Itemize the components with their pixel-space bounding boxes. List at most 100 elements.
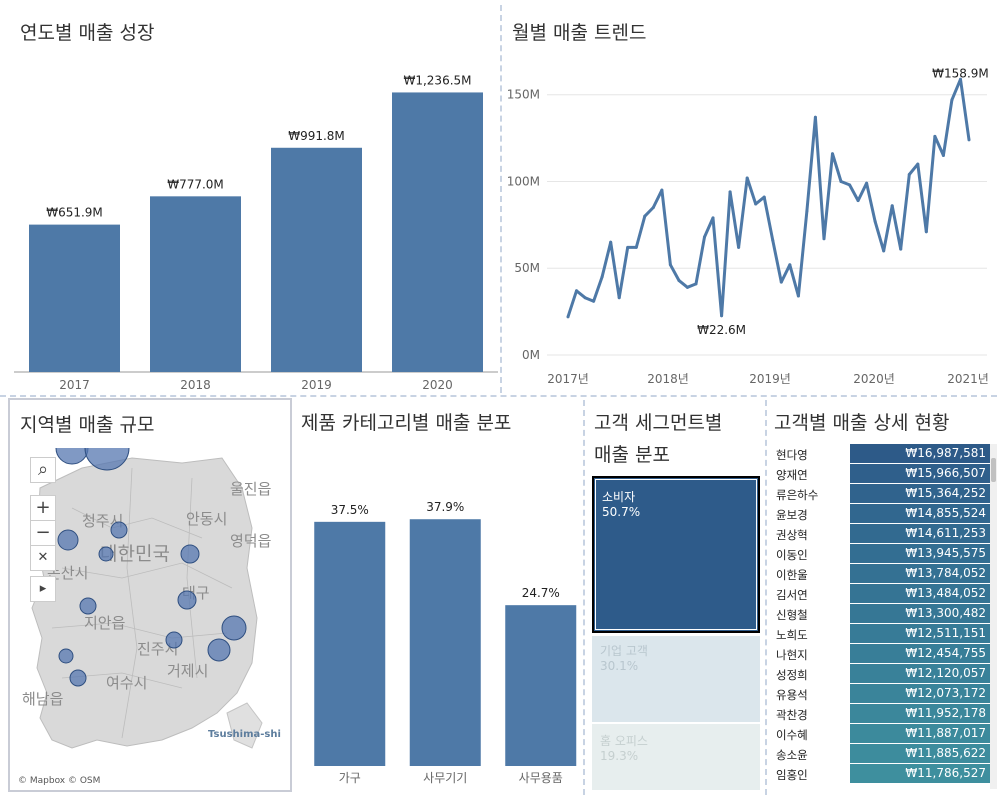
monthly-point[interactable]: [762, 195, 766, 199]
table-row[interactable]: 노희도 ₩12,511,151: [770, 624, 990, 644]
customer-table-scrollbar[interactable]: [990, 444, 997, 789]
zoom-out-button[interactable]: −: [30, 520, 56, 546]
monthly-point[interactable]: [728, 190, 732, 194]
category-bar[interactable]: [314, 521, 386, 766]
yearly-bar[interactable]: [271, 147, 362, 372]
monthly-point[interactable]: [617, 296, 621, 300]
monthly-point[interactable]: [856, 199, 860, 203]
table-row[interactable]: 양재연 ₩15,966,507: [770, 464, 990, 484]
monthly-point[interactable]: [677, 278, 681, 282]
table-row[interactable]: 권상혁 ₩14,611,253: [770, 524, 990, 544]
monthly-point[interactable]: [771, 238, 775, 242]
region-sales-bubble[interactable]: [221, 615, 247, 641]
monthly-point[interactable]: [737, 245, 741, 249]
region-sales-bubble[interactable]: [110, 521, 128, 539]
region-sales-bubble[interactable]: [177, 590, 197, 610]
table-row[interactable]: 이동인 ₩13,945,575: [770, 544, 990, 564]
monthly-point[interactable]: [720, 314, 724, 318]
monthly-point[interactable]: [907, 173, 911, 177]
segment-cell-consumer[interactable]: 소비자 50.7%: [592, 476, 760, 633]
table-row[interactable]: 신형철 ₩13,300,482: [770, 604, 990, 624]
region-sales-bubble[interactable]: [55, 448, 89, 465]
monthly-point[interactable]: [899, 247, 903, 251]
monthly-point[interactable]: [805, 209, 809, 213]
monthly-point[interactable]: [958, 77, 962, 81]
monthly-point[interactable]: [660, 188, 664, 192]
region-sales-bubble[interactable]: [69, 669, 87, 687]
monthly-point[interactable]: [592, 299, 596, 303]
segment-cell-home-office[interactable]: 홈 오피스 19.3%: [592, 724, 760, 790]
monthly-point[interactable]: [873, 219, 877, 223]
map-place-label: 영덕읍: [230, 532, 271, 550]
monthly-point[interactable]: [651, 206, 655, 209]
monthly-point[interactable]: [933, 134, 937, 138]
category-bar[interactable]: [409, 519, 481, 766]
monthly-point[interactable]: [745, 176, 749, 180]
table-row[interactable]: 이수혜 ₩11,887,017: [770, 724, 990, 744]
table-row[interactable]: 성정희 ₩12,120,057: [770, 664, 990, 684]
map-sales-bubbles[interactable]: [55, 448, 247, 687]
monthly-point[interactable]: [788, 263, 792, 267]
table-row[interactable]: 송소윤 ₩11,885,622: [770, 744, 990, 764]
map-search-button[interactable]: ⌕: [30, 457, 56, 483]
map-attribution[interactable]: © Mapbox © OSM: [18, 776, 101, 786]
monthly-point[interactable]: [703, 235, 707, 239]
monthly-point[interactable]: [865, 181, 869, 185]
yearly-bar[interactable]: [29, 224, 120, 372]
monthly-point[interactable]: [796, 294, 800, 298]
monthly-point[interactable]: [822, 237, 826, 241]
monthly-point[interactable]: [916, 162, 920, 166]
table-row[interactable]: 임홍인 ₩11,786,527: [770, 764, 990, 784]
monthly-point[interactable]: [694, 282, 698, 286]
yearly-bar[interactable]: [150, 196, 241, 372]
monthly-point[interactable]: [754, 202, 758, 206]
table-row[interactable]: 현다영 ₩16,987,581: [770, 444, 990, 464]
table-row[interactable]: 나현지 ₩12,454,755: [770, 644, 990, 664]
region-sales-bubble[interactable]: [207, 638, 231, 662]
region-sales-bubble[interactable]: [84, 448, 130, 471]
region-sales-bubble[interactable]: [180, 544, 200, 564]
monthly-point[interactable]: [626, 245, 630, 249]
monthly-point[interactable]: [634, 245, 638, 249]
region-sales-bubble[interactable]: [98, 546, 114, 562]
region-sales-bubble[interactable]: [57, 529, 79, 551]
region-map[interactable]: 울진읍영덕읍안동시대한민국청주시논산시지안읍대구진주시거제시여수시해남읍Tsus…: [12, 448, 292, 788]
region-sales-bubble[interactable]: [165, 631, 183, 649]
monthly-point[interactable]: [575, 289, 579, 293]
table-row[interactable]: 김서연 ₩13,484,052: [770, 584, 990, 604]
table-row[interactable]: 곽찬경 ₩11,952,178: [770, 704, 990, 724]
monthly-point[interactable]: [967, 138, 971, 142]
table-row[interactable]: 류은하수 ₩15,364,252: [770, 484, 990, 504]
monthly-point[interactable]: [890, 204, 894, 208]
category-bar[interactable]: [505, 605, 577, 766]
region-sales-bubble[interactable]: [79, 597, 97, 615]
segment-cell-corporate[interactable]: 기업 고객 30.1%: [592, 636, 760, 722]
monthly-point[interactable]: [779, 280, 783, 284]
monthly-point[interactable]: [941, 153, 945, 157]
table-row[interactable]: 윤보경 ₩14,855,524: [770, 504, 990, 524]
table-row[interactable]: 이한울 ₩13,784,052: [770, 564, 990, 584]
monthly-point[interactable]: [950, 98, 954, 102]
monthly-point[interactable]: [924, 230, 928, 234]
monthly-point[interactable]: [848, 183, 852, 187]
monthly-point[interactable]: [668, 263, 672, 267]
monthly-sales-line[interactable]: [566, 77, 971, 318]
monthly-point[interactable]: [609, 240, 613, 244]
monthly-point[interactable]: [566, 315, 570, 319]
monthly-point[interactable]: [711, 216, 715, 220]
table-row[interactable]: 유용석 ₩12,073,172: [770, 684, 990, 704]
monthly-point[interactable]: [882, 249, 886, 253]
yearly-bar[interactable]: [392, 92, 483, 372]
monthly-point[interactable]: [839, 179, 843, 183]
monthly-point[interactable]: [830, 152, 834, 156]
scrollbar-thumb[interactable]: [991, 458, 996, 482]
monthly-point[interactable]: [600, 275, 604, 279]
region-sales-bubble[interactable]: [58, 648, 74, 664]
monthly-point[interactable]: [813, 115, 817, 119]
monthly-point[interactable]: [583, 296, 587, 300]
expand-toolbar-button[interactable]: ▸: [30, 576, 56, 602]
monthly-point[interactable]: [685, 285, 689, 289]
pin-tool-icon[interactable]: ✕: [30, 545, 56, 571]
monthly-point[interactable]: [643, 214, 647, 218]
zoom-in-button[interactable]: +: [30, 495, 56, 521]
